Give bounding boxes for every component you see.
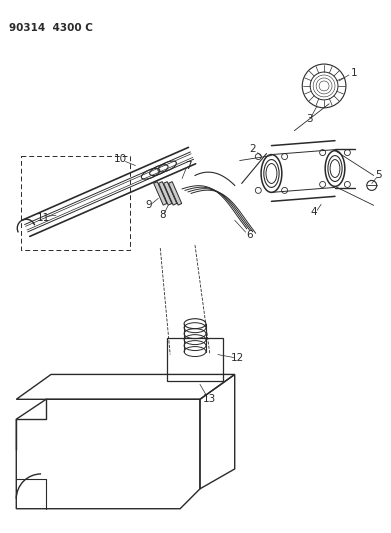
- Text: 2: 2: [249, 143, 256, 154]
- Bar: [154, 182, 167, 205]
- Text: 11: 11: [36, 213, 50, 223]
- Bar: [169, 182, 182, 205]
- Text: 3: 3: [306, 114, 312, 124]
- Text: 13: 13: [203, 394, 217, 405]
- Text: 4: 4: [311, 207, 317, 217]
- Text: 8: 8: [159, 210, 165, 220]
- Text: 9: 9: [145, 200, 152, 211]
- Bar: [163, 182, 177, 205]
- Text: 7: 7: [185, 160, 191, 171]
- Text: 90314  4300 C: 90314 4300 C: [9, 23, 93, 33]
- Bar: [159, 182, 172, 205]
- Bar: [167, 337, 223, 382]
- Text: 5: 5: [375, 171, 382, 181]
- Text: 6: 6: [246, 230, 253, 240]
- Text: 10: 10: [114, 154, 127, 164]
- Text: 1: 1: [351, 68, 357, 78]
- Text: 12: 12: [231, 352, 244, 362]
